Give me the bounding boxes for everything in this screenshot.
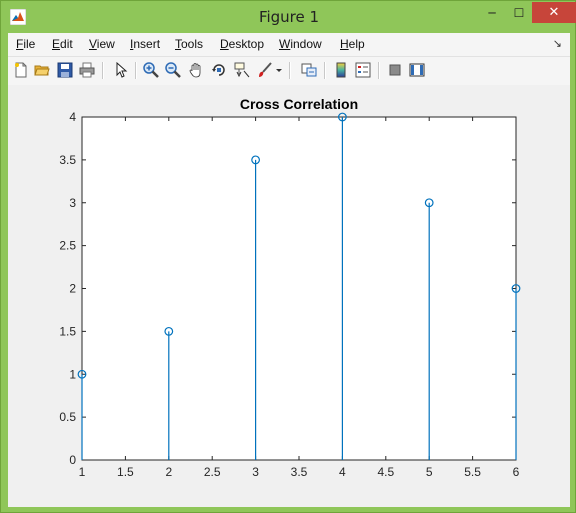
stem-marker: [511, 284, 521, 293]
open-file-icon[interactable]: [33, 61, 51, 79]
stem-marker: [338, 112, 347, 122]
menu-insert[interactable]: Insert: [130, 37, 161, 51]
new-figure-icon[interactable]: [12, 61, 30, 79]
x-tick-label: 1.5: [117, 465, 134, 479]
y-tick-label: 1.5: [59, 324, 76, 338]
menu-file[interactable]: File: [16, 37, 36, 51]
pan-hand-icon[interactable]: [187, 61, 205, 79]
insert-legend-icon[interactable]: [354, 61, 372, 79]
matlab-logo-icon: [10, 9, 26, 25]
zoom-out-icon[interactable]: [164, 61, 182, 79]
plot-axes-box: [81, 116, 517, 461]
x-tick-label: 4.5: [377, 465, 394, 479]
close-button[interactable]: ✕: [532, 2, 576, 23]
y-tick-label: 0: [69, 453, 76, 467]
menu-tools[interactable]: Tools: [175, 37, 204, 51]
rotate-3d-icon[interactable]: [210, 61, 228, 79]
menu-bar: File Edit View Insert Tools Desktop Wind…: [8, 33, 570, 56]
data-cursor-icon[interactable]: [233, 61, 251, 79]
brush-icon[interactable]: [256, 61, 274, 79]
menu-desktop[interactable]: Desktop: [220, 37, 265, 51]
brush-dropdown-icon[interactable]: [274, 61, 284, 79]
y-tick-label: 4: [69, 110, 76, 124]
zoom-in-icon[interactable]: [142, 61, 160, 79]
menu-edit[interactable]: Edit: [52, 37, 73, 51]
x-tick-label: 6: [513, 465, 520, 479]
x-tick-label: 4: [339, 465, 346, 479]
y-tick-label: 3.5: [59, 153, 76, 167]
edit-plot-arrow-icon[interactable]: [112, 61, 130, 79]
menu-window[interactable]: Window: [279, 37, 322, 51]
title-bar[interactable]: Figure 1 ─ ☐ ✕: [1, 1, 576, 33]
y-tick-label: 0.5: [59, 410, 76, 424]
y-tick-label: 2.5: [59, 239, 76, 253]
y-tick-label: 3: [69, 196, 76, 210]
y-tick-label: 1: [69, 367, 76, 381]
y-tick-label: 2: [69, 282, 76, 296]
insert-colorbar-icon[interactable]: [332, 61, 350, 79]
stem-marker: [164, 326, 174, 336]
stem-marker: [424, 198, 434, 208]
x-tick-label: 5: [426, 465, 433, 479]
x-tick-label: 3: [252, 465, 259, 479]
window-title: Figure 1: [258, 8, 320, 26]
x-tick-label: 3.5: [291, 465, 308, 479]
stem-marker: [77, 369, 87, 379]
figure-canvas: Cross Correlation 1 1.5 2 2.5 3 3.5 4 4.5 5 5.5 6 0 0…: [8, 85, 570, 507]
link-plot-icon[interactable]: [300, 61, 318, 79]
stem-plot[interactable]: Cross Correlation 1 1.5 2 2.5 3 3.5 4 4.5 5 5.5 6 0 0…: [8, 85, 570, 507]
x-tick-label: 5.5: [464, 465, 481, 479]
menu-view[interactable]: View: [89, 37, 115, 51]
save-icon[interactable]: [56, 61, 74, 79]
dock-arrow-icon[interactable]: ↘: [552, 38, 562, 50]
menu-help[interactable]: Help: [340, 37, 365, 51]
x-tick-label: 1: [79, 465, 86, 479]
maximize-button[interactable]: ☐: [513, 5, 525, 20]
show-plot-tools-icon[interactable]: [408, 61, 426, 79]
print-icon[interactable]: [78, 61, 96, 79]
minimize-button[interactable]: ─: [488, 5, 496, 20]
figure-toolbar: [8, 56, 570, 86]
chart-title: Cross Correlation: [240, 96, 358, 112]
hide-plot-tools-icon[interactable]: [386, 61, 404, 79]
stem-marker: [251, 155, 261, 165]
x-tick-label: 2.5: [204, 465, 221, 479]
x-tick-label: 2: [165, 465, 172, 479]
